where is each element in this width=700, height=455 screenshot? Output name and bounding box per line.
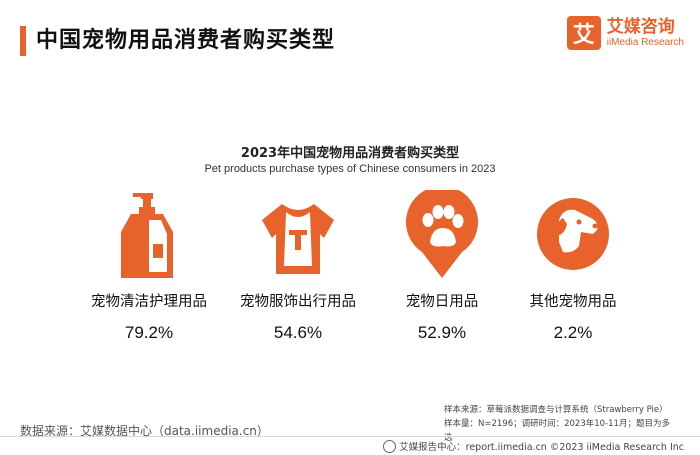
footer-credit-text: 艾媒报告中心：report.iimedia.cn ©2023 iiMedia R… xyxy=(399,442,684,453)
sample-info: 样本量：N=2196；调研时间：2023年10-11月；题目为多选 xyxy=(444,419,670,443)
data-source-note: 数据来源：艾媒数据中心（data.iimedia.cn） xyxy=(20,424,269,438)
category-value: 79.2% xyxy=(124,323,174,342)
footer-divider xyxy=(0,436,700,437)
page-title: 中国宠物用品消费者购买类型 xyxy=(36,28,336,53)
category-item-cleaning: 宠物清洁护理用品 79.2% xyxy=(64,190,234,343)
pump-bottle-icon xyxy=(121,193,173,278)
title-accent-bar xyxy=(20,26,26,56)
brand-subtitle: iiMedia Research xyxy=(606,36,684,48)
dog-icon xyxy=(537,198,609,270)
category-value: 52.9% xyxy=(417,323,467,342)
brand-logo: 艾 艾媒咨询 iiMedia Research xyxy=(566,16,684,50)
chart-title: 2023年中国宠物用品消费者购买类型 xyxy=(240,146,460,161)
category-label: 其他宠物用品 xyxy=(529,294,617,310)
paw-pin-icon xyxy=(406,190,478,278)
chart-subtitle: Pet products purchase types of Chinese c… xyxy=(204,163,496,175)
category-item-daily: 宠物日用品 52.9% xyxy=(357,190,527,343)
category-label: 宠物日用品 xyxy=(405,294,479,310)
sample-notes: 样本来源：草莓派数据调查与计算系统（Strawberry Pie） 样本量：N=… xyxy=(444,403,674,445)
sample-source: 样本来源：草莓派数据调查与计算系统（Strawberry Pie） xyxy=(444,405,668,415)
category-label: 宠物服饰出行用品 xyxy=(240,294,356,310)
footer-credit: 艾媒报告中心：report.iimedia.cn ©2023 iiMedia R… xyxy=(383,439,684,453)
category-value: 2.2% xyxy=(553,323,593,342)
category-item-apparel: 宠物服饰出行用品 54.6% xyxy=(213,190,383,343)
shirt-icon xyxy=(262,204,334,274)
category-label: 宠物清洁护理用品 xyxy=(91,294,207,310)
category-value: 54.6% xyxy=(273,323,323,342)
brand-name: 艾媒咨询 xyxy=(606,16,675,37)
report-center-icon xyxy=(383,439,397,453)
category-item-other: 其他宠物用品 2.2% xyxy=(488,190,658,343)
brand-logo-icon: 艾 xyxy=(566,16,601,50)
